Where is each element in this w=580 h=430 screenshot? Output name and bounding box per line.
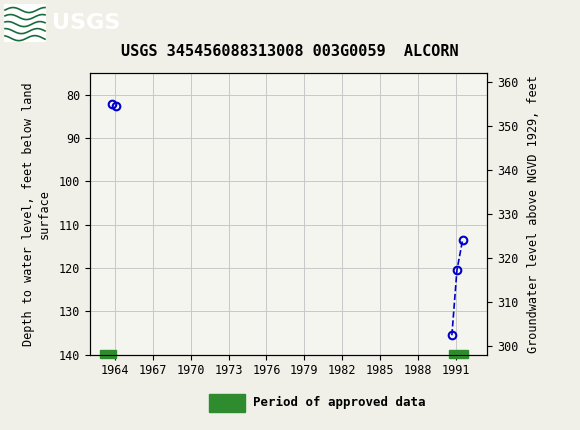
- Bar: [209, 394, 245, 412]
- Bar: [450, 350, 468, 358]
- Y-axis label: Depth to water level, feet below land
surface: Depth to water level, feet below land su…: [23, 82, 50, 346]
- Text: USGS 345456088313008 003G0059  ALCORN: USGS 345456088313008 003G0059 ALCORN: [121, 44, 459, 59]
- Bar: [4, 4, 46, 42]
- Text: USGS: USGS: [52, 13, 120, 33]
- Bar: [100, 350, 117, 358]
- Text: Period of approved data: Period of approved data: [253, 396, 426, 408]
- Y-axis label: Groundwater level above NGVD 1929, feet: Groundwater level above NGVD 1929, feet: [527, 75, 539, 353]
